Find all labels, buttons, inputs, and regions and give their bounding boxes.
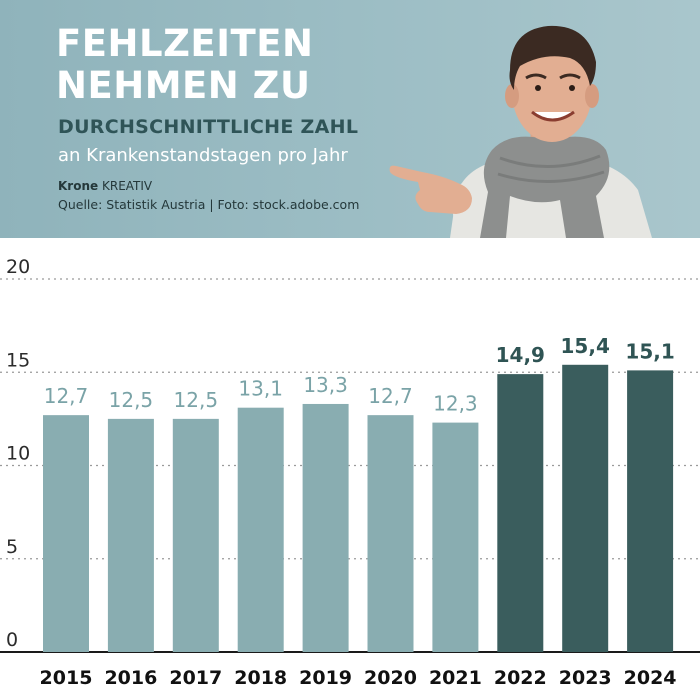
y-tick-label: 15 — [6, 349, 30, 371]
man-pointing-photo — [389, 25, 652, 238]
x-tick-label: 2024 — [624, 667, 677, 689]
bar — [497, 374, 544, 652]
labels-layer: 0 5 10 15 20 12,7 2015 12,5 2016 12,5 2017 13,1 2018… — [6, 256, 677, 689]
x-tick-label: 2023 — [559, 667, 612, 689]
value-label: 12,7 — [368, 384, 413, 408]
y-tick-label: 5 — [6, 536, 18, 558]
value-label: 15,1 — [625, 339, 674, 363]
value-label: 13,1 — [238, 377, 283, 401]
credit-brand: Krone — [58, 179, 99, 193]
hair-shape — [509, 25, 596, 90]
face-shape — [512, 42, 592, 142]
title-line-2: NEHMEN ZU — [56, 64, 311, 107]
value-label: 14,9 — [496, 343, 545, 367]
bar — [302, 403, 349, 652]
x-tick-label: 2016 — [104, 667, 157, 689]
x-tick-label: 2018 — [234, 667, 287, 689]
bars-layer — [43, 364, 674, 652]
subtitle-line-2: an Krankenstandstagen pro Jahr — [58, 145, 348, 166]
y-tick-label: 20 — [6, 256, 30, 278]
value-label: 15,4 — [561, 334, 610, 358]
x-tick-label: 2020 — [364, 667, 417, 689]
bar — [367, 415, 414, 652]
value-label: 12,5 — [174, 388, 219, 412]
bar — [432, 422, 479, 652]
bar — [107, 418, 154, 652]
x-tick-label: 2021 — [429, 667, 482, 689]
bar — [627, 370, 674, 652]
bar — [172, 418, 219, 652]
title-line-1: FEHLZEITEN — [56, 22, 314, 65]
y-tick-label: 0 — [6, 629, 18, 651]
pointing-hand — [389, 165, 472, 214]
x-tick-label: 2019 — [299, 667, 352, 689]
x-tick-label: 2022 — [494, 667, 547, 689]
credit-line: Krone KREATIV — [58, 179, 152, 193]
credit-label: KREATIV — [101, 179, 153, 193]
subtitle-line-1: DURCHSCHNITTLICHE ZAHL — [58, 116, 359, 138]
x-tick-label: 2015 — [40, 667, 93, 689]
value-label: 12,3 — [433, 392, 478, 416]
bar — [237, 407, 284, 652]
y-tick-label: 10 — [6, 443, 30, 465]
source-line: Quelle: Statistik Austria | Foto: stock.… — [58, 197, 360, 212]
bar — [562, 364, 609, 652]
header-banner: FEHLZEITEN NEHMEN ZU DURCHSCHNITTLICHE Z… — [0, 0, 700, 238]
x-tick-label: 2017 — [169, 667, 222, 689]
value-label: 12,7 — [44, 384, 89, 408]
value-label: 12,5 — [109, 388, 154, 412]
bar — [43, 415, 89, 652]
value-label: 13,3 — [303, 373, 348, 397]
bar-chart: 0 5 10 15 20 12,7 2015 12,5 2016 12,5 2017 13,1 2018… — [0, 256, 700, 689]
